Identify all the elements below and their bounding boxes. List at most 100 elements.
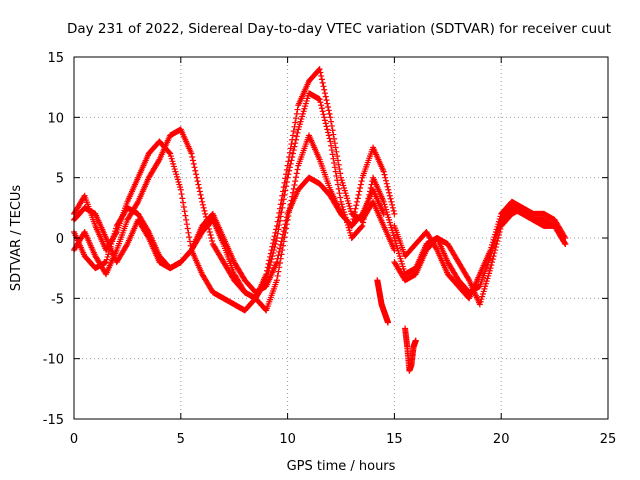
data-point	[123, 242, 130, 249]
data-point	[192, 167, 199, 174]
data-point	[360, 219, 367, 226]
data-point	[334, 181, 341, 188]
data-point	[490, 253, 497, 260]
data-point	[294, 166, 301, 173]
data-point	[497, 225, 504, 232]
data-point	[199, 198, 206, 205]
data-point	[317, 69, 324, 76]
data-point	[268, 256, 275, 263]
data-point	[495, 235, 502, 241]
data-point	[359, 222, 366, 229]
data-point	[354, 195, 361, 202]
data-point	[391, 247, 398, 254]
data-point	[489, 256, 496, 263]
data-point	[492, 247, 499, 254]
data-point	[330, 131, 337, 138]
data-point	[334, 153, 341, 160]
data-point	[292, 178, 299, 185]
data-point	[282, 221, 289, 228]
data-point	[290, 185, 297, 192]
data-point	[380, 210, 387, 217]
data-point	[196, 188, 203, 195]
data-point	[388, 198, 395, 205]
data-point	[270, 247, 277, 254]
data-point	[384, 183, 391, 190]
data-point	[271, 244, 278, 251]
data-point	[318, 102, 325, 109]
data-point	[332, 168, 339, 175]
data-point	[267, 262, 274, 269]
data-point	[389, 204, 396, 211]
data-point	[289, 132, 296, 139]
y-tick-label: 5	[56, 172, 64, 187]
data-point	[287, 160, 294, 167]
data-point	[319, 79, 326, 86]
data-point	[194, 178, 201, 185]
data-point	[280, 231, 287, 238]
data-point	[286, 167, 293, 174]
data-point	[272, 241, 279, 248]
data-point	[383, 180, 390, 187]
data-point	[280, 200, 287, 207]
data-point	[275, 252, 282, 259]
data-point	[277, 241, 284, 248]
data-point	[266, 265, 273, 272]
data-point	[276, 259, 283, 266]
data-point	[182, 212, 189, 219]
data-point	[333, 148, 340, 155]
data-point	[267, 259, 274, 266]
data-point	[320, 83, 327, 90]
data-point	[326, 135, 333, 142]
data-point	[386, 189, 393, 196]
data-point	[358, 178, 365, 185]
data-point	[335, 161, 342, 168]
data-point	[336, 190, 343, 197]
data-point	[331, 164, 338, 171]
x-tick-label: 10	[279, 432, 296, 447]
data-point	[190, 160, 197, 167]
data-point	[276, 222, 283, 229]
data-point	[323, 97, 330, 104]
data-point	[188, 150, 195, 157]
data-point	[290, 147, 297, 154]
series-track-5	[391, 204, 569, 296]
data-point	[276, 248, 283, 255]
data-point	[289, 153, 296, 160]
data-point	[321, 86, 328, 93]
data-point	[329, 151, 336, 158]
data-point	[180, 203, 187, 210]
data-point	[276, 217, 283, 224]
x-tick-label: 15	[386, 432, 403, 447]
data-point	[185, 229, 192, 236]
data-point	[491, 250, 498, 257]
data-point	[391, 210, 398, 217]
data-point	[323, 123, 330, 130]
grid-layer	[74, 57, 608, 419]
data-point	[487, 265, 494, 272]
data-point	[193, 171, 200, 178]
data-point	[433, 245, 440, 252]
data-point	[285, 171, 292, 178]
data-point	[332, 144, 339, 151]
data-point	[283, 183, 290, 190]
data-point	[328, 118, 335, 125]
data-point	[385, 186, 392, 193]
data-point	[321, 90, 328, 97]
data-point	[327, 138, 334, 145]
data-point	[494, 238, 501, 245]
data-point	[201, 207, 208, 214]
data-point	[273, 238, 280, 245]
data-point	[318, 76, 325, 83]
data-point	[335, 185, 342, 192]
y-axis-title: SDTVAR / TECUs	[9, 185, 24, 292]
data-point	[178, 191, 185, 198]
data-point	[184, 225, 191, 232]
data-point	[337, 194, 344, 201]
data-point	[325, 107, 332, 114]
data-point	[389, 201, 396, 208]
data-point	[288, 157, 295, 164]
data-point	[284, 174, 291, 181]
data-point	[277, 213, 284, 220]
data-point	[286, 149, 293, 156]
